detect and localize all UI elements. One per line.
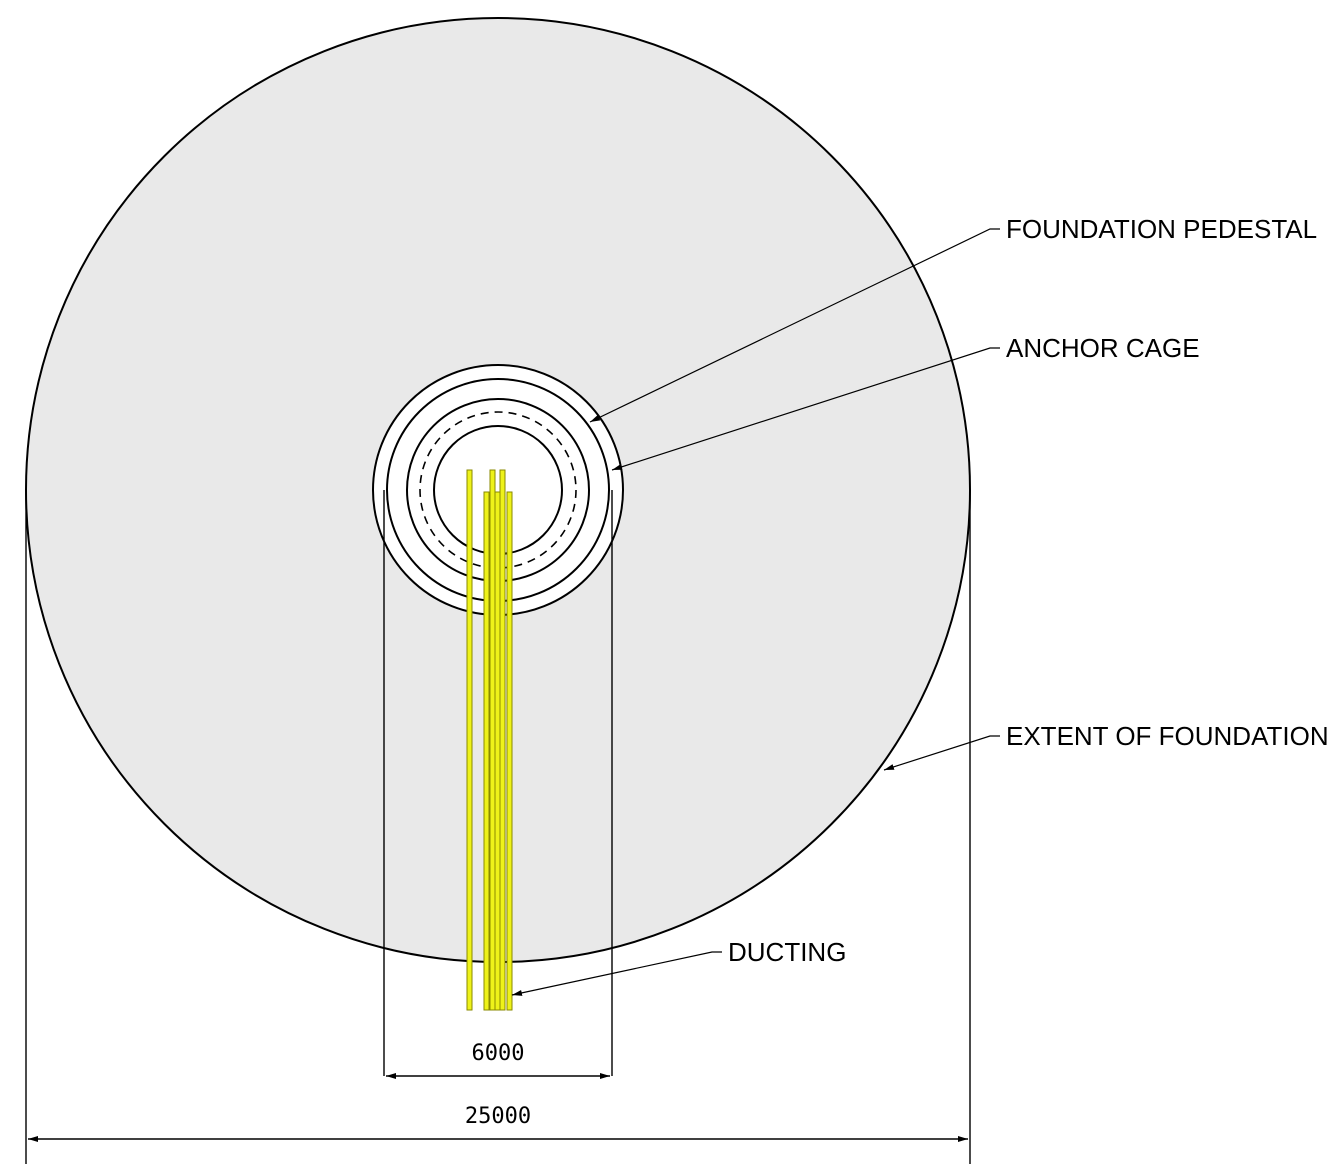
foundation-width-dimension: 25000 [465, 1104, 531, 1129]
anchor-cage-bolt-circle [419, 411, 577, 569]
extent-of-foundation-label: EXTENT OF FOUNDATION [1006, 721, 1329, 751]
duct [494, 491, 501, 1011]
ducting-group [466, 469, 513, 1011]
duct [489, 469, 496, 1011]
extent-of-foundation-leader [883, 735, 1000, 771]
duct [483, 491, 490, 1011]
duct [466, 469, 473, 1011]
ducting-label: DUCTING [728, 937, 846, 967]
anchor-cage-label: ANCHOR CAGE [1006, 333, 1200, 363]
foundation-pedestal-label: FOUNDATION PEDESTAL [1006, 214, 1317, 244]
foundation-pedestal-leader [589, 228, 1000, 423]
pedestal-width-dimension: 6000 [472, 1041, 525, 1066]
duct [506, 491, 513, 1011]
ducting-leader [511, 951, 722, 996]
duct [499, 469, 506, 1011]
anchor-cage-leader [611, 347, 1000, 471]
